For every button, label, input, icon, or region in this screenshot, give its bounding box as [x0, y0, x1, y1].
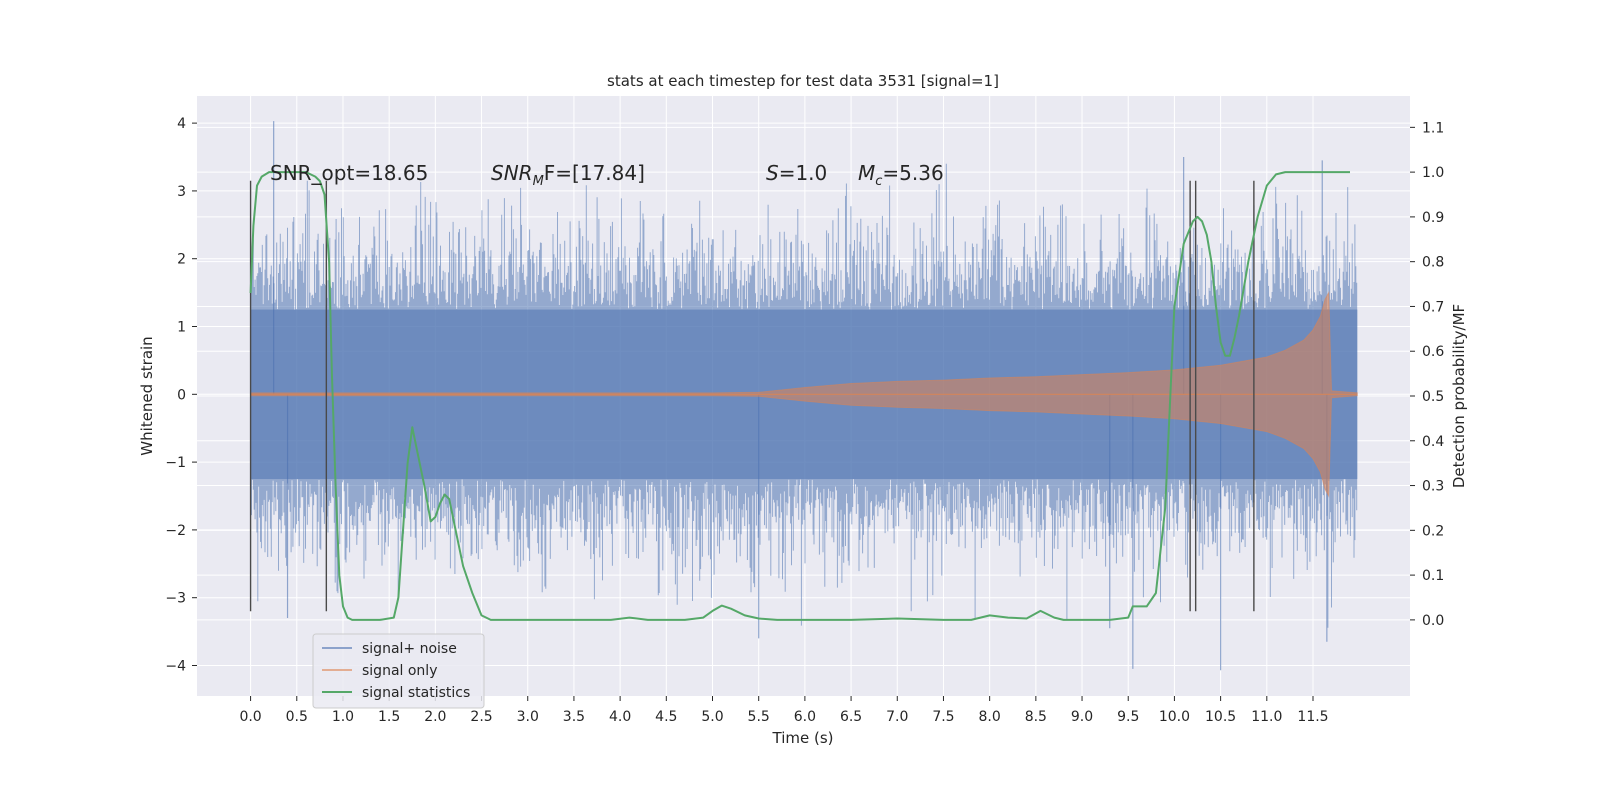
x-tick-label-3: 1.5: [378, 709, 400, 725]
x-tick-label-5: 2.5: [470, 709, 492, 725]
x-tick-label-21: 10.5: [1205, 709, 1236, 725]
x-axis-ticks: 0.0 0.5 1.0 1.5 2.0 2.5 3.0 3.5 4.0 4.5 5.0 5.5 6.0 6…: [239, 696, 1329, 725]
x-tick-label-10: 5.0: [701, 709, 723, 725]
y-axis-label: Whitened strain: [138, 336, 156, 455]
legend-label-signal-plus-noise: signal+ noise: [362, 641, 457, 657]
x-tick-label-12: 6.0: [794, 709, 816, 725]
y2-axis-label: Detection probability/MF: [1450, 304, 1468, 488]
y-tick-label-6: 2: [177, 252, 186, 268]
x-tick-label-14: 7.0: [886, 709, 908, 725]
annotation-snr-opt: SNR_opt=18.65: [270, 161, 428, 185]
annotation-snr-mf-label: SNR: [491, 161, 533, 185]
annotation-snr-mf-rest: F=[17.84]: [544, 161, 645, 185]
y2-tick-label-3: 0.3: [1422, 479, 1444, 495]
y2-tick-label-4: 0.4: [1422, 434, 1444, 450]
x-tick-label-6: 3.0: [517, 709, 539, 725]
y2-tick-label-6: 0.6: [1422, 344, 1444, 360]
annotation-snr-mf-sub: M: [533, 174, 544, 189]
y2-tick-label-5: 0.5: [1422, 389, 1444, 405]
x-tick-label-0: 0.0: [239, 709, 261, 725]
y2-tick-label-8: 0.8: [1422, 255, 1444, 271]
annotation-mc-value: =5.36: [882, 161, 943, 185]
y-tick-label-1: −3: [165, 591, 186, 607]
annotation-mc-label: M: [858, 161, 875, 185]
series-signal-statistics: [249, 171, 1350, 621]
y2-tick-label-1: 0.1: [1422, 568, 1444, 584]
x-tick-label-22: 11.0: [1251, 709, 1282, 725]
x-tick-label-16: 8.0: [979, 709, 1001, 725]
x-tick-label-15: 7.5: [932, 709, 954, 725]
x-tick-label-9: 4.5: [655, 709, 677, 725]
x-tick-label-7: 3.5: [563, 709, 585, 725]
legend: signal+ noise signal only signal statist…: [312, 633, 485, 709]
y2-axis-ticks: 0.0 0.1 0.2 0.3 0.4 0.5 0.6 0.7 0.8 0.9 1.0 1.1: [1410, 120, 1444, 629]
x-axis-label: Time (s): [772, 729, 834, 747]
x-tick-label-11: 5.5: [748, 709, 770, 725]
y-tick-label-2: −2: [165, 523, 186, 539]
x-tick-label-13: 6.5: [840, 709, 862, 725]
y-tick-label-4: 0: [177, 387, 186, 403]
annotation-s: S=1.0: [766, 161, 827, 185]
x-tick-label-23: 11.5: [1297, 709, 1328, 725]
y2-tick-label-11: 1.1: [1422, 120, 1444, 136]
y-axis-ticks: −4 −3 −2 −1 0 1 2 3 4: [165, 116, 197, 674]
x-tick-label-19: 9.5: [1117, 709, 1139, 725]
y2-tick-label-10: 1.0: [1422, 165, 1444, 181]
y-tick-label-5: 1: [177, 320, 186, 336]
y-tick-label-3: −1: [165, 455, 186, 471]
annotation-mc: Mc=5.36: [858, 161, 944, 189]
y2-tick-label-7: 0.7: [1422, 299, 1444, 315]
x-tick-label-20: 10.0: [1159, 709, 1190, 725]
annotation-mc-sub: c: [875, 174, 882, 189]
y2-tick-label-0: 0.0: [1422, 613, 1444, 629]
x-tick-label-18: 9.0: [1071, 709, 1093, 725]
x-tick-label-2: 1.0: [332, 709, 354, 725]
y-tick-label-8: 4: [177, 116, 186, 132]
y2-tick-label-9: 0.9: [1422, 210, 1444, 226]
annotations: SNR_opt=18.65 SNRMF=[17.84] S=1.0 Mc=5.3…: [270, 161, 944, 189]
legend-label-signal-only: signal only: [362, 663, 437, 679]
annotation-snr-mf: SNRMF=[17.84]: [491, 161, 645, 189]
legend-box: [312, 633, 485, 709]
x-tick-label-8: 4.0: [609, 709, 631, 725]
series-signal-only: [250, 290, 1358, 498]
y-tick-label-0: −4: [165, 658, 186, 674]
y2-tick-label-2: 0.2: [1422, 523, 1444, 539]
legend-label-signal-statistics: signal statistics: [362, 685, 470, 701]
annotation-s-label: S: [766, 161, 779, 185]
y-tick-label-7: 3: [177, 184, 186, 200]
x-tick-label-4: 2.0: [424, 709, 446, 725]
chart-title: stats at each timestep for test data 353…: [607, 72, 999, 90]
x-tick-label-1: 0.5: [286, 709, 308, 725]
annotation-s-value: =1.0: [779, 161, 828, 185]
x-tick-label-17: 8.5: [1025, 709, 1047, 725]
vertical-markers: [249, 180, 1255, 612]
signal-statistics-line: [249, 171, 1350, 621]
